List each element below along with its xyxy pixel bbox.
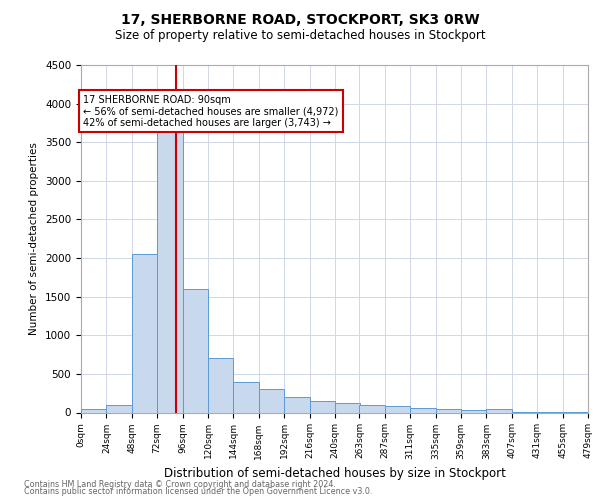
Bar	[106, 405, 132, 412]
Bar	[284, 397, 310, 412]
Bar	[335, 403, 361, 412]
X-axis label: Distribution of semi-detached houses by size in Stockport: Distribution of semi-detached houses by …	[164, 467, 505, 480]
Text: Contains HM Land Registry data © Crown copyright and database right 2024.: Contains HM Land Registry data © Crown c…	[24, 480, 336, 489]
Text: Size of property relative to semi-detached houses in Stockport: Size of property relative to semi-detach…	[115, 29, 485, 42]
Bar	[132, 254, 157, 412]
Bar	[157, 104, 182, 412]
Bar	[436, 408, 461, 412]
Bar	[182, 289, 208, 412]
Bar	[461, 410, 487, 412]
Bar	[359, 405, 385, 412]
Bar	[208, 358, 233, 412]
Y-axis label: Number of semi-detached properties: Number of semi-detached properties	[29, 142, 40, 335]
Bar	[310, 401, 335, 412]
Text: 17, SHERBORNE ROAD, STOCKPORT, SK3 0RW: 17, SHERBORNE ROAD, STOCKPORT, SK3 0RW	[121, 12, 479, 26]
Text: Contains public sector information licensed under the Open Government Licence v3: Contains public sector information licen…	[24, 487, 373, 496]
Bar	[259, 390, 284, 412]
Bar	[385, 406, 410, 412]
Text: 17 SHERBORNE ROAD: 90sqm
← 56% of semi-detached houses are smaller (4,972)
42% o: 17 SHERBORNE ROAD: 90sqm ← 56% of semi-d…	[83, 94, 338, 128]
Bar	[81, 408, 106, 412]
Bar	[233, 382, 259, 412]
Bar	[487, 408, 512, 412]
Bar	[410, 408, 436, 412]
